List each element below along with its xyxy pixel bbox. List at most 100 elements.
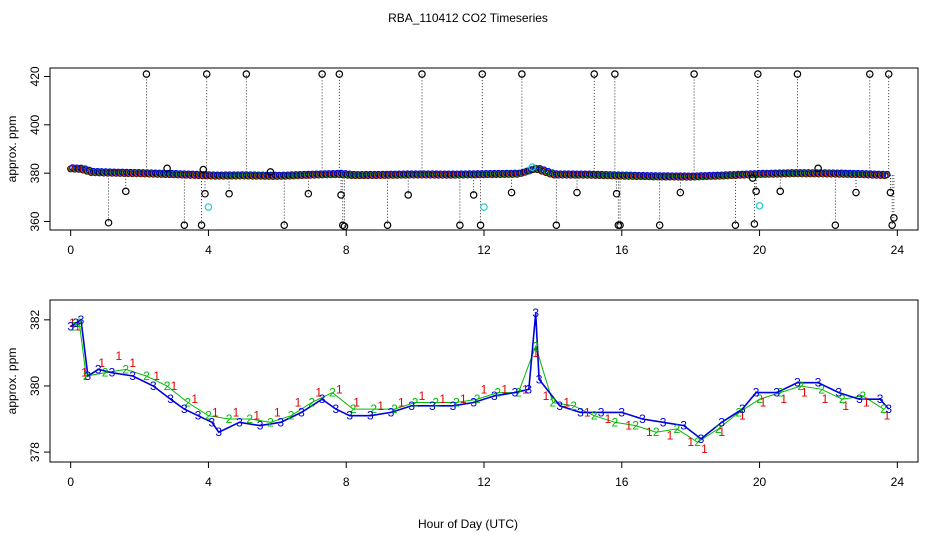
series-1-point: 1 xyxy=(439,392,446,406)
outlier-point xyxy=(865,70,874,78)
outlier-point xyxy=(304,189,313,198)
series-1-point: 1 xyxy=(780,392,787,406)
outlier-point xyxy=(418,70,426,78)
x-tick-label: 16 xyxy=(615,243,629,257)
series-3-point: 3 xyxy=(429,399,436,413)
series-2-point: 2 xyxy=(246,412,253,426)
outlier-point xyxy=(469,191,478,199)
series-1-point: 1 xyxy=(801,386,808,400)
cyan-outlier-point xyxy=(204,203,213,211)
plot-frame xyxy=(49,67,919,231)
outlier-point xyxy=(884,70,893,78)
outlier-point xyxy=(280,221,289,229)
outlier-point xyxy=(590,70,599,78)
series-2-point: 2 xyxy=(612,415,619,429)
x-tick-label: 24 xyxy=(891,243,905,257)
series-1-point: 1 xyxy=(116,349,123,363)
x-tick-label: 16 xyxy=(615,475,629,489)
cyan-outlier-point xyxy=(528,163,537,171)
series-3-point: 3 xyxy=(660,415,667,429)
series-1-point: 1 xyxy=(884,409,891,423)
series-2-point: 2 xyxy=(71,319,78,333)
series-3-point: 3 xyxy=(388,405,395,419)
series-3-point: 3 xyxy=(129,369,136,383)
series-3-point: 3 xyxy=(532,306,539,320)
series-1-point: 1 xyxy=(543,389,550,403)
series-3-point: 3 xyxy=(618,405,625,419)
x-axis-label: Hour of Day (UTC) xyxy=(418,517,518,531)
series-1-point: 1 xyxy=(74,319,81,333)
series-3-point: 3 xyxy=(856,392,863,406)
outlier-point xyxy=(337,191,345,199)
outlier-point xyxy=(476,221,485,229)
outlier-point xyxy=(612,189,621,198)
outlier-point xyxy=(507,188,516,197)
series-3-point: 3 xyxy=(346,409,353,423)
outlier-point xyxy=(888,221,896,229)
cyan-outlier-point xyxy=(480,203,488,211)
series-2-point: 2 xyxy=(674,422,681,436)
outlier-point xyxy=(750,220,759,228)
series-3-point: 3 xyxy=(885,402,892,416)
x-tick-label: 0 xyxy=(67,243,74,257)
series-1-point: 1 xyxy=(739,409,746,423)
figure-title: RBA_110412 CO2 Timeseries xyxy=(388,11,548,25)
series-2-point: 2 xyxy=(715,422,722,436)
y-tick-label: 382 xyxy=(28,310,42,330)
series-2-point: 2 xyxy=(632,419,639,433)
series-2-point: 2 xyxy=(474,392,481,406)
outlier-point xyxy=(335,70,344,78)
outlier-point xyxy=(690,70,698,78)
series-3-point: 3 xyxy=(739,402,746,416)
outlier-point xyxy=(852,188,860,197)
series-1-point: 1 xyxy=(81,366,88,380)
outlier-point xyxy=(180,221,189,229)
outlier-point xyxy=(225,189,233,198)
outlier-point xyxy=(748,174,757,182)
series-2-point: 2 xyxy=(164,379,171,393)
x-tick-label: 8 xyxy=(343,243,350,257)
series-2-point: 2 xyxy=(329,386,336,400)
series-1-point: 1 xyxy=(646,425,653,439)
series-2-point: 2 xyxy=(370,402,377,416)
series-3-point: 3 xyxy=(491,389,498,403)
series-1-point: 1 xyxy=(701,442,708,456)
outlier-point xyxy=(752,187,760,196)
series-3-point: 3 xyxy=(835,386,842,400)
series-3-point: 3 xyxy=(333,402,340,416)
series-2-point: 2 xyxy=(350,402,357,416)
y-axis-label: approx. ppm xyxy=(5,116,19,183)
series-1-point: 1 xyxy=(460,392,467,406)
outlier-point xyxy=(552,221,561,229)
x-tick-label: 4 xyxy=(205,243,212,257)
series-1-point: 1 xyxy=(253,409,260,423)
series-2-point: 2 xyxy=(226,412,233,426)
x-tick-label: 4 xyxy=(205,475,212,489)
series-1-point: 1 xyxy=(625,419,632,433)
outlier-point xyxy=(456,221,464,229)
series-1-point: 1 xyxy=(295,395,302,409)
series-3-point: 3 xyxy=(525,382,532,396)
top-panel: 0 4 8 12 16 20 24 360 380 400 420 approx. ppm xyxy=(5,66,919,257)
series-3-point: 3 xyxy=(470,395,477,409)
series-1-point: 1 xyxy=(532,346,539,360)
outlier-point xyxy=(404,191,413,199)
series-1-point: 1 xyxy=(501,382,508,396)
series-2-point: 2 xyxy=(880,402,887,416)
outlier-point xyxy=(814,164,822,173)
series-2-point: 2 xyxy=(102,366,109,380)
outlier-point xyxy=(478,70,487,78)
series-3-point: 3 xyxy=(698,432,705,446)
y-tick-label: 380 xyxy=(28,163,42,183)
series-1-point: 1 xyxy=(336,382,343,396)
series-1-point: 1 xyxy=(98,356,105,370)
series-2-point: 2 xyxy=(143,369,150,383)
series-2-point: 2 xyxy=(205,409,212,423)
outlier-point xyxy=(611,70,619,78)
x-tick-label: 12 xyxy=(477,475,491,489)
series-2-point: 2 xyxy=(288,409,295,423)
series-3-point: 3 xyxy=(181,402,188,416)
series-3-point: 3 xyxy=(598,405,605,419)
outlier-point xyxy=(340,222,349,231)
